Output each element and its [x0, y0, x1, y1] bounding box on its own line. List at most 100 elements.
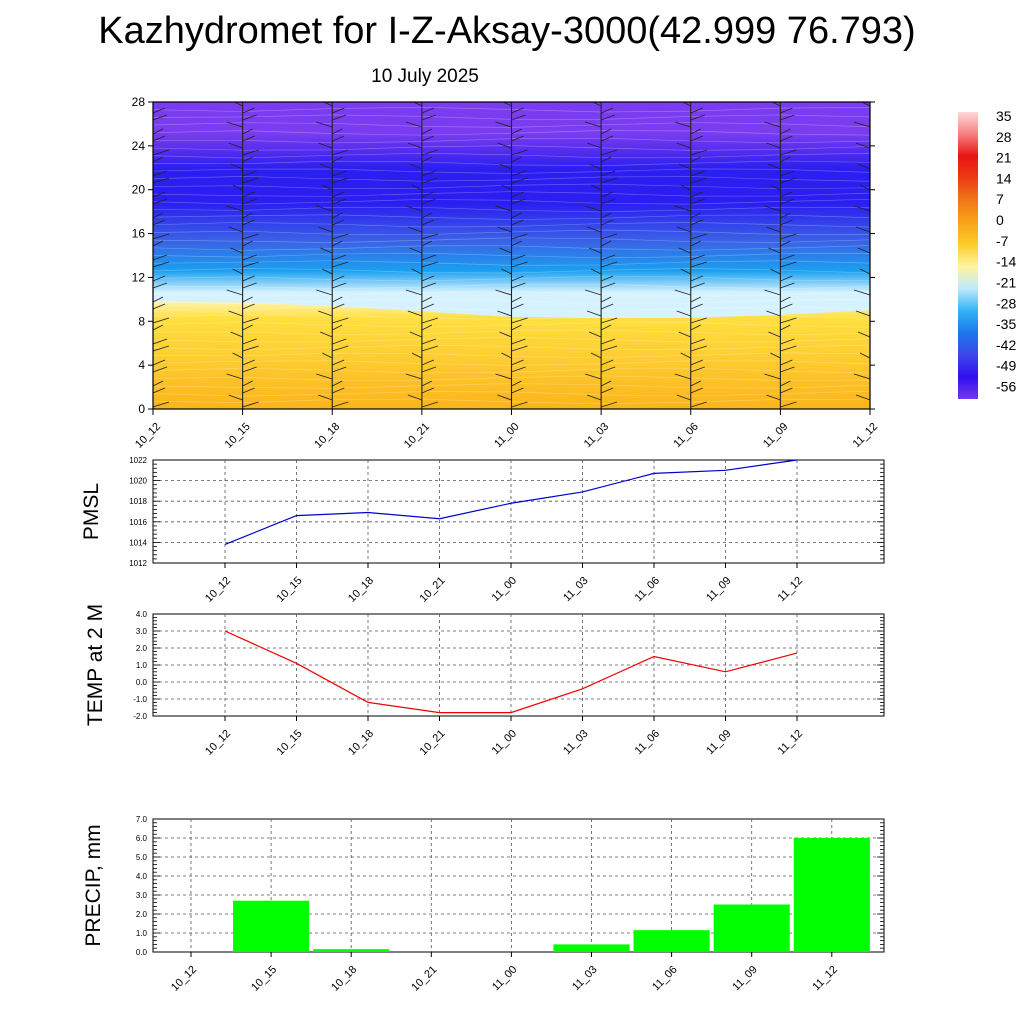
wind-barb	[600, 359, 614, 366]
wind-barb	[600, 275, 614, 282]
wind-barb	[332, 303, 345, 310]
wind-barb	[584, 289, 602, 296]
wind-barb	[421, 219, 435, 226]
wind-barb	[242, 261, 259, 268]
y-tick-label: 5.0	[136, 853, 148, 862]
wind-barb	[681, 102, 691, 107]
wind-barb	[678, 163, 691, 170]
wind-barb	[764, 121, 781, 128]
wind-barb	[780, 114, 795, 121]
wind-barb	[674, 205, 691, 212]
wind-barb	[153, 294, 154, 295]
wind-barb	[600, 114, 616, 121]
wind-barb	[421, 261, 439, 268]
y-tick-label: 1.0	[136, 661, 148, 670]
x-tick-label: 11_12	[776, 728, 806, 758]
wind-barb	[497, 142, 512, 149]
wind-barb	[242, 240, 253, 247]
wind-barb	[780, 317, 797, 324]
wind-barb	[511, 359, 524, 366]
wind-barb	[153, 324, 164, 331]
wind-barb	[600, 296, 612, 303]
wind-barb	[421, 240, 433, 247]
x-tick-label: 10_18	[346, 575, 376, 605]
wind-barb	[232, 184, 243, 191]
wind-barb	[153, 401, 170, 408]
wind-barb	[869, 371, 870, 372]
wind-barb	[857, 163, 870, 170]
wind-barb	[405, 373, 423, 380]
wind-barb	[242, 233, 259, 240]
wind-barb	[233, 102, 243, 107]
wind-barb	[318, 226, 333, 233]
y-tick-label: 1012	[129, 559, 147, 568]
wind-barb	[332, 219, 345, 226]
wind-barb	[421, 366, 437, 373]
wind-barb	[690, 324, 701, 331]
wind-barb	[869, 182, 870, 183]
wind-barb	[495, 205, 512, 212]
wind-barb	[332, 240, 343, 247]
wind-barb	[153, 128, 164, 135]
y-tick-label: 0	[138, 402, 145, 416]
wind-barb	[770, 352, 781, 359]
wind-barb	[409, 331, 423, 338]
wind-barb	[409, 247, 423, 254]
wind-barb	[153, 126, 154, 127]
wind-barb	[421, 198, 437, 205]
wind-barb	[600, 128, 612, 135]
wind-barb	[768, 163, 781, 170]
wind-barb	[780, 191, 793, 198]
wind-barb	[495, 289, 512, 296]
y-tick-label: 2.0	[136, 910, 148, 919]
wind-barb	[322, 184, 333, 191]
y-tick-label: 24	[132, 139, 146, 153]
wind-barb	[600, 212, 612, 219]
wind-barb	[857, 331, 870, 338]
wind-barb	[332, 191, 345, 198]
wind-barb	[869, 245, 870, 246]
x-tick-label: 11_12	[810, 964, 840, 994]
wind-barb	[421, 387, 435, 394]
wind-barb	[869, 385, 870, 386]
wind-barb	[780, 282, 795, 289]
colorbar-label: -35	[996, 316, 1016, 332]
wind-barb	[511, 401, 528, 408]
wind-barb	[780, 156, 791, 163]
wind-barb	[332, 366, 347, 373]
wind-barb	[332, 345, 349, 352]
wind-barb	[690, 107, 703, 114]
wind-barb	[690, 296, 701, 303]
wind-barb	[502, 102, 512, 107]
y-tick-label: -1.0	[133, 695, 147, 704]
wind-barb	[678, 247, 691, 254]
wind-barb	[780, 233, 797, 240]
precip-panel: 0.0 1.0 2.0 3.0 4.0 5.0 6.0 7.0 10_12 10_15 10_18 1…	[82, 815, 885, 994]
x-tick-label: 11_00	[490, 728, 520, 758]
wind-barb	[766, 142, 781, 149]
y-tick-label: 12	[132, 270, 146, 284]
y-tick-label: 4.0	[136, 872, 148, 881]
wind-barbs	[153, 102, 870, 409]
colorbar-label: 7	[996, 191, 1004, 207]
wind-barb	[501, 352, 512, 359]
wind-barb	[690, 177, 707, 184]
wind-barb	[855, 310, 870, 317]
wind-barb	[242, 317, 259, 324]
wind-barb	[242, 107, 255, 114]
wind-barb	[680, 184, 691, 191]
wind-barb	[316, 373, 333, 380]
wind-barb	[771, 102, 781, 107]
wind-barb	[853, 205, 870, 212]
wind-barb	[421, 170, 437, 177]
wind-barb	[690, 380, 701, 387]
wind-barb	[511, 324, 522, 331]
wind-barb	[511, 261, 528, 268]
wind-barb	[226, 121, 243, 128]
wind-barb	[497, 394, 512, 401]
wind-barb	[780, 107, 793, 114]
wind-barb	[869, 224, 870, 225]
x-tick-label: 11_06	[650, 964, 680, 994]
wind-barb	[853, 121, 870, 128]
wind-barb	[405, 289, 423, 296]
